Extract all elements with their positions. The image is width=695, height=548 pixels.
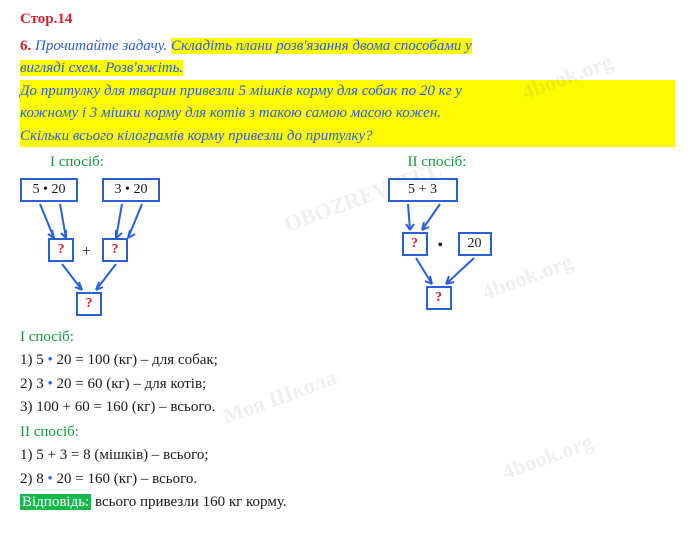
instruction-text: Прочитайте задачу.: [35, 38, 167, 54]
schema1-op: +: [82, 240, 91, 264]
s2b-pre: 2) 8: [20, 471, 48, 487]
s2b-post: 20 = 160 (кг) – всього.: [53, 471, 197, 487]
schema1-q3: ?: [76, 292, 102, 316]
instruction-text-hl2: вигляді схем. Розв'яжіть.: [20, 60, 183, 76]
solution1-label: І спосіб:: [20, 326, 675, 349]
task-number: 6.: [20, 38, 31, 54]
schema1-col: І спосіб: 5 • 20 3 • 20 ? + ?: [20, 151, 318, 324]
s2-pre: 2) 3: [20, 376, 48, 392]
s1-pre: 1) 5: [20, 352, 48, 368]
schema1-q1: ?: [48, 238, 74, 262]
answer-line: Відповідь: всього привезли 160 кг корму.: [20, 491, 675, 514]
solution2-step1: 1) 5 + 3 = 8 (мішків) – всього;: [20, 444, 675, 467]
instruction-text-hl: Складіть плани розв'язання двома способа…: [171, 38, 472, 54]
solution1-step2: 2) 3 • 20 = 60 (кг) – для котів;: [20, 373, 675, 396]
schema2-arrows-bottom: [378, 256, 538, 296]
problem-line3: Скільки всього кілограмів корму привезли…: [20, 125, 675, 148]
method1-label: І спосіб:: [50, 151, 318, 174]
answer-text: всього привезли 160 кг корму.: [91, 494, 286, 510]
schema2-op: •: [438, 234, 444, 258]
instruction-line2: вигляді схем. Розв'яжіть.: [20, 57, 675, 80]
schema1: 5 • 20 3 • 20 ? + ? ?: [20, 174, 318, 324]
schema2-box-a: 5 + 3: [388, 178, 458, 202]
problem-line2: кожному і 3 мішки корму для котів з тако…: [20, 102, 675, 125]
method2-label: ІІ спосіб:: [408, 151, 676, 174]
schema2-box-b: 20: [458, 232, 492, 256]
problem-line1: До притулку для тварин привезли 5 мішків…: [20, 80, 675, 103]
s2-post: 20 = 60 (кг) – для котів;: [53, 376, 206, 392]
schema1-box-a: 5 • 20: [20, 178, 78, 202]
solution2-label: ІІ спосіб:: [20, 421, 675, 444]
schema1-arrows-top: [20, 202, 180, 252]
instruction-line: 6. Прочитайте задачу. Складіть плани роз…: [20, 35, 675, 58]
solution1-step1: 1) 5 • 20 = 100 (кг) – для собак;: [20, 349, 675, 372]
schema1-box-b: 3 • 20: [102, 178, 160, 202]
schema2: 5 + 3 ? • 20 ?: [378, 174, 676, 324]
schema2-col: ІІ спосіб: 5 + 3 ? • 20 ?: [378, 151, 676, 324]
s1-post: 20 = 100 (кг) – для собак;: [53, 352, 218, 368]
schema2-q1: ?: [402, 232, 428, 256]
page-title: Стор.14: [20, 8, 675, 31]
schema2-q2: ?: [426, 286, 452, 310]
schema1-q2: ?: [102, 238, 128, 262]
solution2-step2: 2) 8 • 20 = 160 (кг) – всього.: [20, 468, 675, 491]
answer-label: Відповідь:: [20, 494, 91, 510]
solution1-step3: 3) 100 + 60 = 160 (кг) – всього.: [20, 396, 675, 419]
schemas-row: І спосіб: 5 • 20 3 • 20 ? + ?: [20, 151, 675, 324]
